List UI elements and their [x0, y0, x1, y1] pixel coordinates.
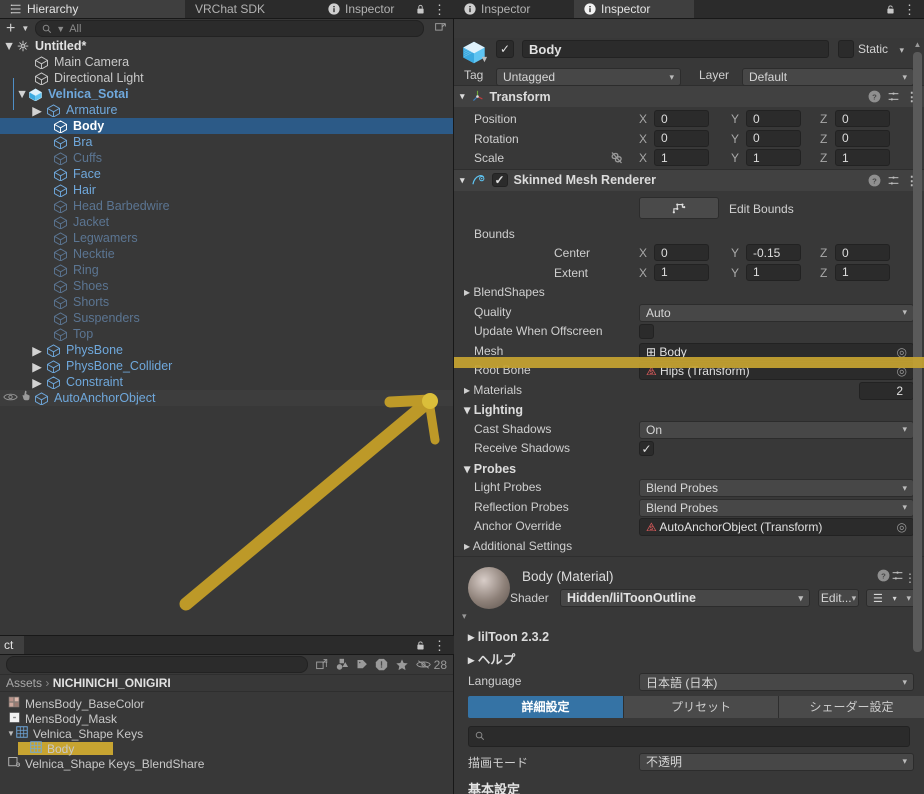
svg-text:?: ? — [872, 176, 877, 185]
svg-text:?: ? — [872, 92, 877, 101]
svg-text:?: ? — [881, 571, 886, 580]
